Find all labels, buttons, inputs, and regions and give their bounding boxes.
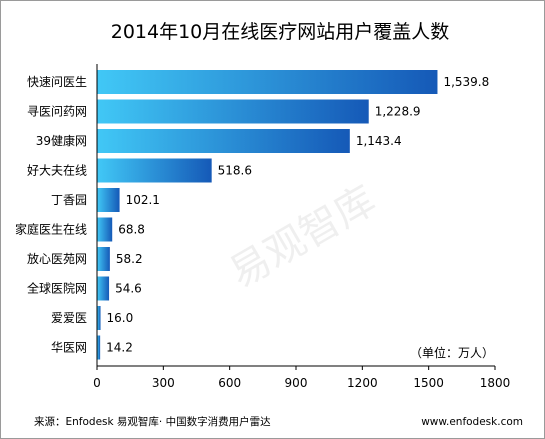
value-label: 1,228.9 [375, 105, 421, 119]
bar [97, 276, 110, 301]
bar [97, 129, 350, 153]
category-label: 全球医院网 [27, 281, 87, 296]
value-label: 54.6 [115, 282, 142, 296]
x-tick-label: 1200 [347, 376, 378, 390]
bar [97, 158, 212, 183]
value-label: 68.8 [118, 223, 145, 237]
bar [97, 188, 120, 212]
category-label: 爱爱医 [51, 311, 87, 325]
footer-source: 来源：Enfodesk 易观智库· 中国数字消费用户雷达 [34, 415, 271, 428]
bar [97, 247, 110, 271]
value-label: 102.1 [126, 193, 160, 207]
chart-title: 2014年10月在线医疗网站用户覆盖人数 [111, 21, 450, 43]
unit-note: （单位：万人） [410, 345, 494, 360]
category-label: 39健康网 [36, 133, 87, 148]
x-tick-label: 0 [93, 376, 101, 390]
bar [97, 306, 101, 330]
bar [97, 70, 438, 94]
category-label: 快速问医生 [27, 75, 87, 89]
category-label: 好大夫在线 [27, 164, 87, 178]
bar [97, 217, 113, 242]
x-tick-label: 600 [218, 376, 241, 390]
x-tick-label: 900 [285, 376, 308, 390]
bar [97, 99, 369, 124]
x-tick-label: 300 [152, 376, 175, 390]
x-axis: 0 300 600 900 1200 1500 1800 [93, 64, 510, 390]
watermark: 易观智库 [222, 177, 384, 297]
category-label: 寻医问药网 [27, 105, 87, 119]
value-label: 518.6 [218, 164, 252, 178]
category-label: 丁香园 [51, 193, 87, 207]
value-label: 58.2 [116, 252, 143, 266]
value-label: 1,539.8 [443, 75, 489, 89]
bar [97, 335, 101, 360]
x-tick-label: 1800 [480, 376, 511, 390]
footer-site: www.enfodesk.com [421, 416, 523, 428]
category-label: 华医网 [51, 341, 87, 355]
category-label: 家庭医生在线 [15, 222, 87, 237]
value-label: 14.2 [106, 341, 133, 355]
category-label: 放心医苑网 [27, 251, 87, 266]
bars-layer: 快速问医生 1,539.8 寻医问药网 1,228.9 39健康网 1,143.4 好大夫在… [15, 70, 489, 360]
value-label: 1,143.4 [356, 134, 402, 148]
value-label: 16.0 [107, 311, 134, 325]
x-tick-label: 1500 [413, 376, 444, 390]
